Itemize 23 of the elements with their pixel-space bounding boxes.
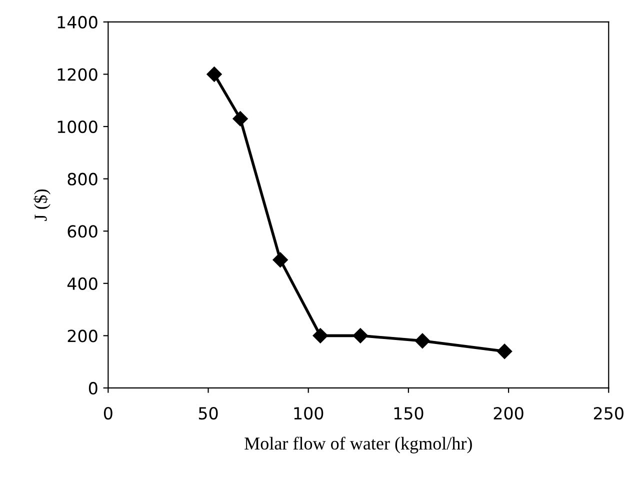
x-tick-label: 250 bbox=[594, 407, 624, 420]
y-tick-label: 1000 bbox=[58, 120, 98, 134]
y-tick-label: 800 bbox=[68, 172, 98, 186]
point bbox=[206, 66, 222, 82]
point bbox=[272, 252, 288, 268]
point bbox=[352, 328, 368, 344]
x-tick-label: 150 bbox=[394, 407, 424, 420]
x-tick-label: 50 bbox=[198, 407, 218, 420]
point bbox=[232, 111, 248, 126]
y-tick-label: 1400 bbox=[58, 16, 98, 29]
x-tick-label: 200 bbox=[494, 407, 524, 420]
point bbox=[312, 328, 328, 344]
x-tick-label: 100 bbox=[294, 407, 324, 420]
point bbox=[414, 333, 430, 348]
y-axis-title: J ($) bbox=[34, 189, 50, 221]
y-tick-label: 600 bbox=[68, 225, 98, 238]
y-tick-label: 400 bbox=[67, 277, 98, 290]
y-tick-label: 200 bbox=[68, 330, 98, 342]
x-axis-title: Molar flow of water (kgmol/hr) bbox=[244, 436, 472, 454]
y-tick-label: 0 bbox=[88, 382, 98, 395]
y-tick-label: 1200 bbox=[58, 68, 98, 81]
x-tick-label: 0 bbox=[104, 407, 112, 420]
point bbox=[496, 344, 512, 359]
